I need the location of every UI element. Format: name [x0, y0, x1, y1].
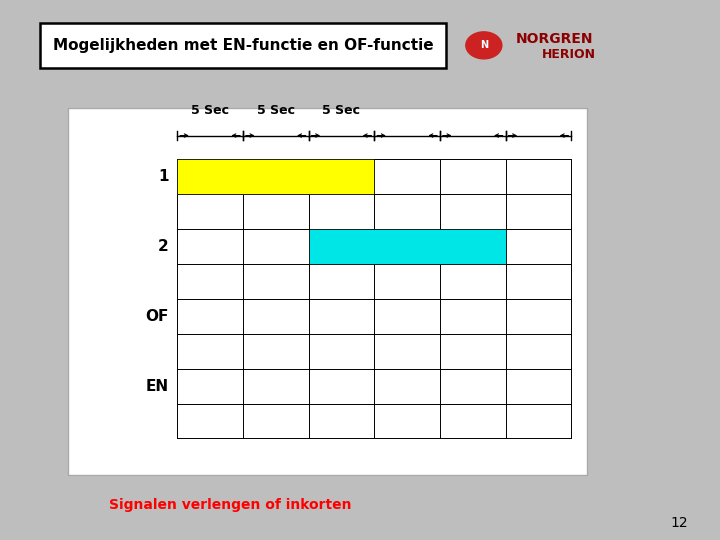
- Text: N: N: [480, 40, 488, 50]
- Text: 5 Sec: 5 Sec: [257, 104, 294, 117]
- Text: EN: EN: [145, 379, 168, 394]
- FancyBboxPatch shape: [40, 23, 446, 68]
- Text: 5 Sec: 5 Sec: [323, 104, 361, 117]
- Text: 5 Sec: 5 Sec: [191, 104, 229, 117]
- Text: 12: 12: [670, 516, 688, 530]
- FancyBboxPatch shape: [464, 19, 684, 71]
- Text: 1: 1: [158, 170, 168, 184]
- Text: 2: 2: [158, 239, 168, 254]
- Text: OF: OF: [145, 309, 168, 324]
- Bar: [177, 159, 374, 194]
- Bar: [309, 229, 505, 264]
- Text: HERION: HERION: [542, 48, 596, 60]
- Circle shape: [466, 32, 502, 59]
- Text: Mogelijkheden met EN-functie en OF-functie: Mogelijkheden met EN-functie en OF-funct…: [53, 38, 433, 53]
- Text: NORGREN: NORGREN: [516, 32, 593, 46]
- Text: Signalen verlengen of inkorten: Signalen verlengen of inkorten: [109, 498, 351, 512]
- FancyBboxPatch shape: [68, 108, 587, 475]
